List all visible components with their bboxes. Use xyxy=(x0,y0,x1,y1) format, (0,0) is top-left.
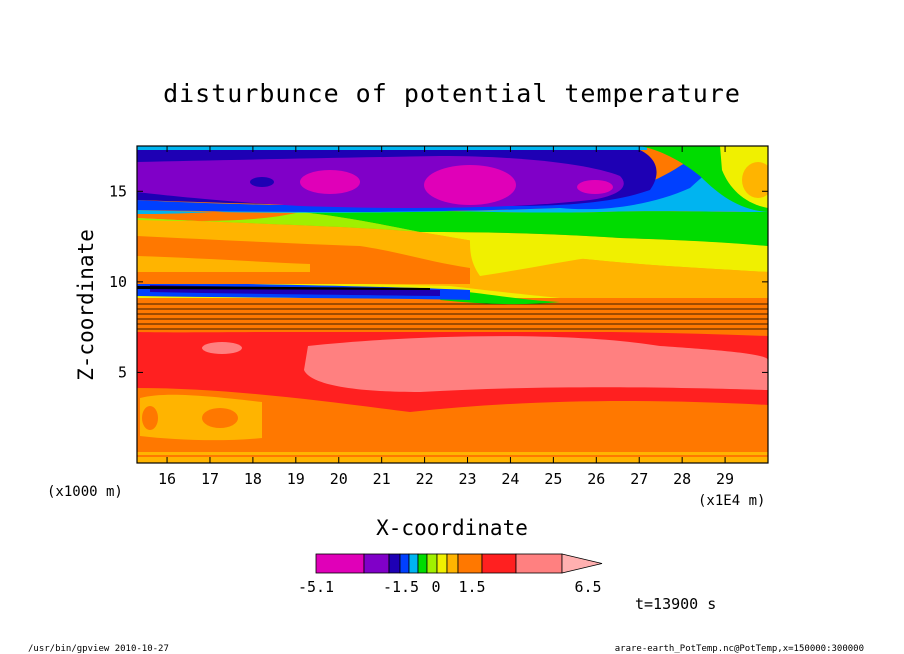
y-axis-title: Z-coordinate xyxy=(74,229,98,381)
x-tick-label: 23 xyxy=(458,470,476,488)
colorbar-cell xyxy=(408,553,419,574)
x-tick-label: 16 xyxy=(158,470,176,488)
colorbar-tick-label: 0 xyxy=(431,578,440,596)
colorbar-ticks: -5.1 -1.5 0 1.5 6.5 xyxy=(298,578,602,596)
x-axis-title: X-coordinate xyxy=(376,516,528,540)
blue-eye xyxy=(250,177,274,187)
pocket-inner-2 xyxy=(142,406,158,430)
magenta-core-3 xyxy=(577,180,613,194)
x-tick-label: 28 xyxy=(673,470,691,488)
colorbar xyxy=(315,553,603,574)
x-tick-label: 22 xyxy=(416,470,434,488)
footer-left: /usr/bin/gpview 2010-10-27 xyxy=(28,644,169,654)
magenta-core-1 xyxy=(424,165,516,205)
colorbar-tick-label: 1.5 xyxy=(458,578,485,596)
layer-blue xyxy=(137,146,740,212)
layer-bottom-line xyxy=(137,455,768,457)
footer-right: arare-earth_PotTemp.nc@PotTemp,x=150000:… xyxy=(615,644,864,654)
colorbar-cell xyxy=(436,553,448,574)
y-tick-label: 10 xyxy=(109,273,127,291)
x-tick-label: 26 xyxy=(587,470,605,488)
x-tick-label: 17 xyxy=(201,470,219,488)
pocket-inner-1 xyxy=(202,408,238,428)
chart-title: disturbunce of potential temperature xyxy=(163,79,741,108)
colorbar-cell xyxy=(446,553,459,574)
colorbar-cell xyxy=(515,553,563,574)
x-tick-label: 24 xyxy=(501,470,519,488)
x-tick-label: 25 xyxy=(544,470,562,488)
layer-yellow xyxy=(420,232,768,272)
yellow-lobe xyxy=(470,240,600,276)
colorbar-cell xyxy=(388,553,401,574)
colorbar-cell xyxy=(426,553,438,574)
layer-top-strip xyxy=(137,146,647,150)
colorbar-cell xyxy=(363,553,390,574)
x-tick-label: 18 xyxy=(244,470,262,488)
colorbar-arrow xyxy=(561,553,603,574)
y-tick-label: 15 xyxy=(109,182,127,200)
x-tick-label: 29 xyxy=(716,470,734,488)
colorbar-cell xyxy=(315,553,365,574)
top-right-blob xyxy=(742,162,768,198)
pocket-bottom-left xyxy=(140,394,262,441)
contour-field xyxy=(137,146,768,463)
x-axis: 16 17 18 19 20 21 22 23 24 25 26 27 28 29 xyxy=(158,146,734,488)
y-axis: 5 10 15 xyxy=(109,182,768,381)
y-tick-label: 5 xyxy=(118,363,127,381)
colorbar-tick-label: -1.5 xyxy=(383,578,419,596)
layer-bottom-band xyxy=(137,452,768,463)
x-tick-label: 21 xyxy=(373,470,391,488)
layer-upper-stripe xyxy=(137,256,310,272)
colorbar-cell xyxy=(481,553,517,574)
x-tick-label: 19 xyxy=(287,470,305,488)
x-tick-label: 27 xyxy=(630,470,648,488)
colorbar-tick-label: -5.1 xyxy=(298,578,334,596)
colorbar-cell xyxy=(457,553,483,574)
layer-cyan xyxy=(137,146,768,214)
plot-frame xyxy=(136,145,769,464)
layer-lightgreen xyxy=(137,212,420,232)
layer-orange-mid xyxy=(137,298,768,332)
colorbar-tick-label: 6.5 xyxy=(574,578,601,596)
colorbar-cell xyxy=(399,553,410,574)
pink-blob xyxy=(202,342,242,354)
x-unit-left: (x1000 m) xyxy=(47,484,123,500)
dense-lines xyxy=(137,286,430,290)
time-label: t=13900 s xyxy=(635,595,716,613)
colorbar-cell xyxy=(417,553,428,574)
orange-lines xyxy=(137,303,768,330)
x-tick-label: 20 xyxy=(330,470,348,488)
x-unit-right: (x1E4 m) xyxy=(698,493,765,509)
layer-pink xyxy=(304,336,768,392)
layer-green xyxy=(300,206,768,246)
magenta-core-2 xyxy=(300,170,360,194)
